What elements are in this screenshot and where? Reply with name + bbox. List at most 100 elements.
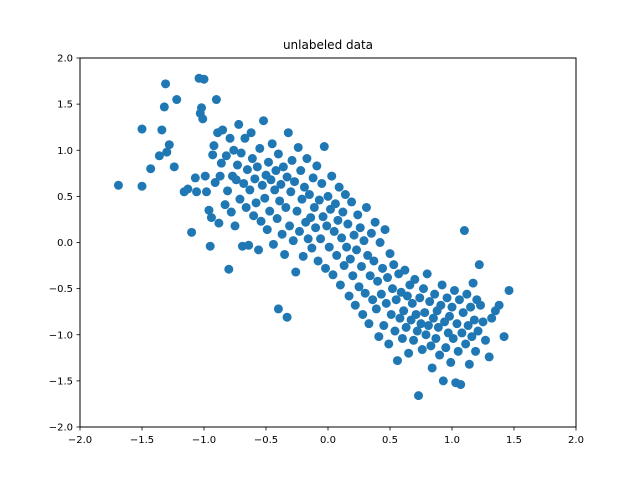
- data-point: [239, 178, 249, 188]
- y-axis-ticks: −2.0 −1.5 −1.0 −0.5 0.0 0.5 1.0 1.5 2.0: [49, 54, 80, 434]
- data-point: [354, 282, 364, 292]
- data-point: [414, 391, 424, 401]
- data-point: [172, 95, 182, 105]
- data-point: [422, 269, 432, 279]
- data-point: [317, 178, 327, 188]
- data-point: [384, 339, 394, 349]
- data-point: [263, 157, 273, 167]
- data-point: [302, 154, 312, 164]
- data-point: [376, 289, 386, 299]
- data-point: [282, 172, 292, 182]
- data-point: [313, 256, 323, 266]
- data-point: [283, 128, 293, 138]
- data-point: [466, 302, 476, 312]
- data-point: [350, 300, 360, 310]
- data-point: [291, 267, 301, 277]
- data-point: [395, 313, 405, 323]
- data-point: [480, 335, 490, 345]
- data-point: [314, 195, 324, 205]
- data-point: [449, 285, 459, 295]
- data-point: [164, 140, 174, 150]
- data-point: [363, 250, 373, 260]
- y-tick-label: 2.0: [57, 54, 73, 65]
- data-point: [157, 125, 167, 135]
- data-point: [462, 289, 472, 299]
- data-point: [342, 242, 352, 252]
- data-point: [381, 298, 391, 308]
- data-point: [332, 250, 342, 260]
- data-point: [266, 175, 276, 185]
- data-point: [257, 180, 267, 190]
- data-point: [256, 216, 266, 226]
- data-point: [457, 328, 467, 338]
- data-point: [400, 265, 410, 275]
- data-point: [324, 242, 334, 252]
- data-point: [271, 166, 281, 176]
- data-point: [290, 177, 300, 187]
- data-point: [285, 221, 295, 231]
- x-tick-label: −1.0: [192, 435, 216, 446]
- data-point: [298, 251, 308, 261]
- plot-frame: [79, 57, 577, 428]
- data-point: [329, 226, 339, 236]
- x-tick-label: 1.0: [444, 435, 460, 446]
- data-point: [504, 285, 514, 295]
- data-point: [375, 238, 385, 247]
- data-point: [230, 221, 240, 231]
- data-point: [312, 161, 322, 171]
- data-point: [308, 173, 318, 183]
- data-point: [365, 271, 375, 281]
- data-point: [364, 319, 374, 329]
- data-point: [280, 249, 290, 259]
- data-point: [343, 219, 353, 229]
- data-point: [205, 241, 215, 251]
- data-point: [368, 295, 378, 305]
- x-tick-label: 1.5: [506, 435, 522, 446]
- data-point: [334, 182, 344, 192]
- data-point: [209, 141, 219, 151]
- data-point: [390, 326, 400, 336]
- data-point: [499, 332, 509, 342]
- data-point: [456, 380, 466, 390]
- x-tick-label: −1.5: [130, 435, 154, 446]
- data-point: [259, 116, 269, 126]
- chart-title: unlabeled data: [283, 38, 373, 52]
- data-point: [159, 102, 169, 112]
- data-point: [229, 145, 239, 155]
- data-point: [281, 202, 291, 212]
- data-point: [277, 229, 287, 239]
- data-point: [348, 271, 358, 281]
- data-point: [385, 249, 395, 259]
- y-tick-label: −2.0: [49, 423, 73, 434]
- data-point: [204, 205, 214, 215]
- data-point: [427, 363, 437, 373]
- data-point: [433, 322, 443, 332]
- x-tick-label: 2.0: [568, 435, 584, 446]
- data-point: [417, 345, 427, 355]
- data-point: [461, 339, 471, 349]
- data-point: [323, 191, 333, 201]
- data-point: [246, 128, 256, 138]
- data-point: [293, 142, 303, 152]
- data-point: [359, 236, 369, 246]
- data-point: [190, 173, 200, 183]
- data-point: [328, 270, 338, 280]
- data-point: [471, 346, 481, 356]
- data-point: [276, 179, 286, 189]
- y-tick-label: 0.5: [57, 192, 73, 203]
- data-point: [270, 185, 280, 195]
- data-point: [275, 196, 285, 206]
- data-point: [454, 295, 464, 305]
- data-point: [319, 142, 329, 152]
- data-point: [304, 190, 314, 200]
- data-point: [431, 333, 441, 343]
- data-point: [373, 276, 383, 286]
- data-point: [360, 288, 370, 298]
- data-point: [197, 103, 207, 113]
- data-point: [268, 239, 278, 249]
- data-point: [383, 273, 393, 283]
- data-point: [309, 202, 319, 212]
- data-point: [262, 225, 272, 235]
- data-point: [201, 187, 211, 197]
- data-point: [206, 213, 216, 223]
